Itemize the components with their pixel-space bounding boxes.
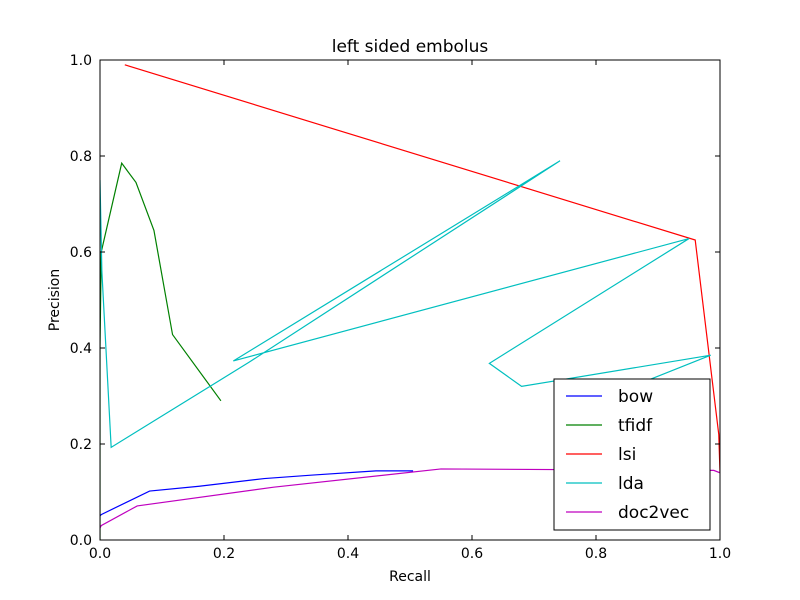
- series-line-tfidf: [100, 163, 221, 540]
- legend-label-doc2vec: doc2vec: [618, 503, 689, 523]
- y-tick-label: 0.4: [70, 341, 92, 357]
- x-tick-label: 0.4: [337, 546, 359, 562]
- x-axis-label: Recall: [389, 569, 431, 585]
- legend-label-lsi: lsi: [618, 445, 636, 465]
- x-tick-label: 0.6: [461, 546, 483, 562]
- y-tick-label: 0.8: [70, 149, 92, 165]
- x-tick-label: 1.0: [709, 546, 731, 562]
- y-tick-label: 0.0: [70, 533, 92, 549]
- y-tick-label: 1.0: [70, 53, 92, 69]
- y-tick-label: 0.2: [70, 437, 92, 453]
- x-tick-label: 0.8: [585, 546, 607, 562]
- legend-label-tfidf: tfidf: [618, 416, 653, 436]
- legend-label-lda: lda: [618, 474, 644, 494]
- legend: bow tfidf lsi lda doc2vec: [554, 379, 710, 530]
- y-tick-label: 0.6: [70, 245, 92, 261]
- legend-label-bow: bow: [618, 387, 653, 407]
- chart-title: left sided embolus: [332, 37, 489, 57]
- x-tick-label: 0.0: [89, 546, 111, 562]
- y-axis-label: Precision: [47, 269, 63, 331]
- x-tick-label: 0.2: [213, 546, 235, 562]
